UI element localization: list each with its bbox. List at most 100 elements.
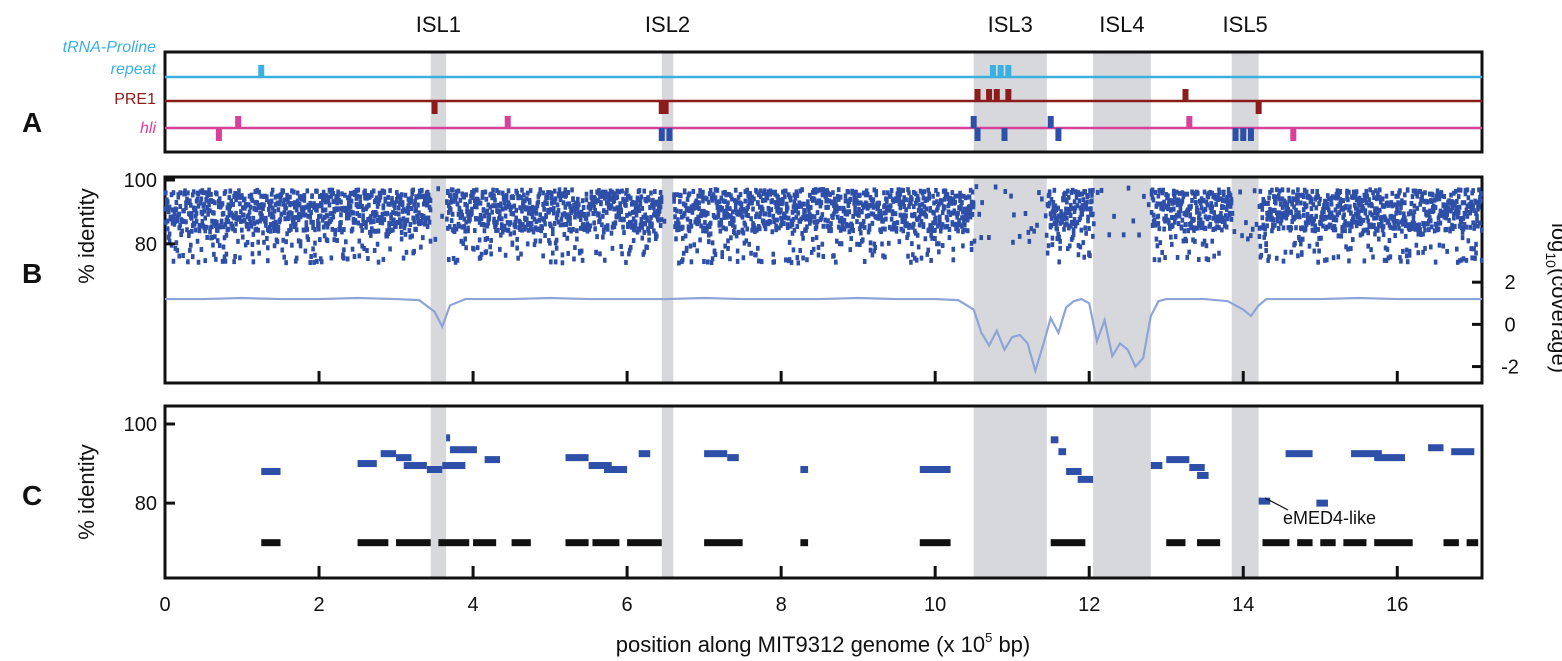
identity-point-1139 xyxy=(543,200,547,206)
identity-point-615 xyxy=(361,217,365,223)
xtick-label-2: 4 xyxy=(468,594,479,616)
identity-point-1353 xyxy=(612,206,617,212)
identity-point-3538 xyxy=(1468,210,1473,216)
identity-point-614 xyxy=(360,227,364,233)
identity-point-2609 xyxy=(1107,232,1112,238)
identity-point-1201 xyxy=(563,187,568,193)
identity-point-2468 xyxy=(1047,200,1052,206)
identity-point-2512 xyxy=(1061,195,1065,201)
identity-point-77 xyxy=(188,211,192,217)
identity-point-1233 xyxy=(574,200,578,206)
identity-point-418 xyxy=(297,201,302,207)
identity-point-2665 xyxy=(1165,203,1169,209)
track-3-down-mark-7 xyxy=(1247,128,1254,141)
identity-point-2761 xyxy=(1196,225,1200,231)
identity-point-2275 xyxy=(919,219,924,225)
identity-point-790 xyxy=(417,193,421,199)
identity-point-47 xyxy=(178,190,183,196)
identity-point-1818 xyxy=(772,217,777,223)
identity-point-338 xyxy=(271,214,276,220)
identity-point-3151 xyxy=(1344,222,1348,228)
identity-point-1541 xyxy=(683,233,688,239)
ytick-label-c-0: 100 xyxy=(124,414,157,436)
identity-point-3260 xyxy=(1379,219,1384,225)
identity-point-3255 xyxy=(1377,194,1382,200)
identity-point-1496 xyxy=(657,200,662,206)
identity-point-3437 xyxy=(1436,220,1441,226)
identity-point-2673 xyxy=(1167,220,1171,226)
identity-point-2255 xyxy=(912,212,917,218)
identity-point-2314 xyxy=(932,200,936,206)
identity-point-600 xyxy=(356,187,361,193)
identity-point-649 xyxy=(371,219,376,225)
identity-point-818 xyxy=(425,200,430,206)
identity-point-112 xyxy=(199,247,204,253)
identity-point-1129 xyxy=(540,225,544,231)
identity-point-1292 xyxy=(592,220,596,226)
identity-point-3571 xyxy=(1479,191,1483,197)
identity-point-1534 xyxy=(681,201,686,207)
identity-point-1876 xyxy=(791,247,796,253)
identity-point-968 xyxy=(488,244,493,250)
identity-point-2799 xyxy=(1207,214,1212,220)
identity-point-3485 xyxy=(1452,215,1456,221)
identity-point-674 xyxy=(379,217,384,223)
identity-point-1074 xyxy=(523,198,527,204)
identity-point-479 xyxy=(317,226,321,232)
identity-point-2907 xyxy=(1266,200,1270,206)
identity-point-410 xyxy=(294,255,299,261)
identity-point-3022 xyxy=(1302,201,1307,207)
identity-point-1583 xyxy=(697,218,701,224)
identity-point-926 xyxy=(474,187,479,193)
identity-point-2649 xyxy=(1159,205,1164,211)
identity-point-3228 xyxy=(1369,247,1373,253)
identity-point-780 xyxy=(414,207,418,213)
identity-point-3445 xyxy=(1438,220,1443,226)
identity-point-675 xyxy=(380,211,385,217)
identity-point-3409 xyxy=(1427,211,1431,217)
identity-point-2833 xyxy=(1219,214,1223,220)
identity-point-3303 xyxy=(1393,225,1397,231)
identity-point-2448 xyxy=(1009,193,1013,199)
identity-point-2541 xyxy=(1070,187,1075,193)
identity-point-1446 xyxy=(642,229,647,235)
identity-point-2753 xyxy=(1193,194,1197,200)
identity-point-1480 xyxy=(653,210,657,216)
identity-point-1819 xyxy=(773,200,777,206)
identity-point-492 xyxy=(321,224,326,230)
identity-point-2157 xyxy=(881,253,885,259)
identity-point-838 xyxy=(447,203,451,209)
identity-point-3352 xyxy=(1408,209,1413,215)
identity-point-2990 xyxy=(1293,240,1297,246)
identity-point-2127 xyxy=(871,204,876,210)
identity-point-399 xyxy=(292,219,296,225)
identity-point-2330 xyxy=(937,201,941,207)
identity-point-3208 xyxy=(1362,258,1367,264)
identity-point-199 xyxy=(227,207,232,213)
identity-point-652 xyxy=(372,247,377,253)
identity-point-458 xyxy=(310,193,314,199)
identity-point-1566 xyxy=(691,188,696,194)
identity-point-3223 xyxy=(1367,197,1371,203)
identity-point-508 xyxy=(326,198,331,204)
identity-point-2235 xyxy=(906,253,910,259)
identity-point-893 xyxy=(464,245,468,251)
identity-point-3357 xyxy=(1410,220,1415,226)
identity-point-1379 xyxy=(620,188,624,194)
identity-point-2614 xyxy=(1137,232,1141,238)
identity-point-2198 xyxy=(894,197,899,203)
identity-point-2000 xyxy=(831,190,835,196)
identity-point-2438 xyxy=(971,200,976,206)
identity-point-1736 xyxy=(746,213,751,219)
identity-point-1375 xyxy=(619,244,623,250)
identity-point-2499 xyxy=(1057,214,1061,220)
identity-point-323 xyxy=(266,228,271,234)
identity-point-546 xyxy=(339,199,343,205)
identity-point-599 xyxy=(355,211,360,217)
identity-point-133 xyxy=(206,208,210,214)
identity-point-2993 xyxy=(1294,212,1298,218)
identity-segment-24 xyxy=(1189,464,1205,472)
identity-point-3060 xyxy=(1315,241,1319,247)
identity-point-1167 xyxy=(552,188,557,194)
identity-point-691 xyxy=(385,228,389,234)
